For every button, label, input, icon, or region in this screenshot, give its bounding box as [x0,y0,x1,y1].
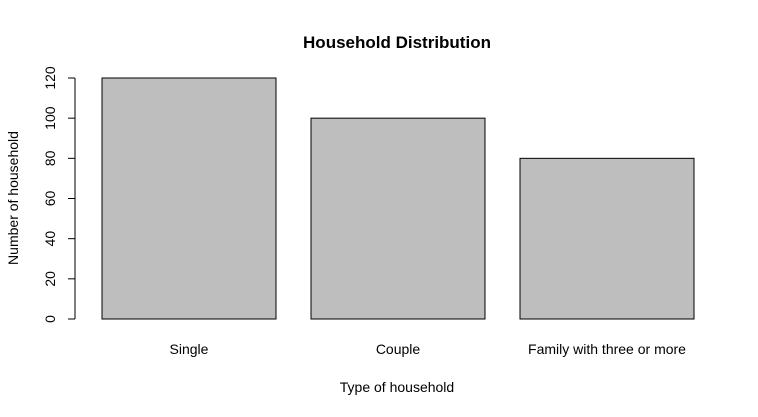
y-tick-label: 100 [42,106,58,130]
bar-couple [310,117,486,320]
y-tick-label: 20 [42,271,58,287]
y-axis-title: Number of household [5,131,21,265]
y-tick-label: 40 [42,231,58,247]
y-tick-label: 60 [42,191,58,207]
x-axis-labels: Single Couple Family with three or more [170,341,687,357]
y-tick-label: 0 [42,315,58,323]
bars-group [101,77,695,320]
bar-single [101,77,277,320]
bar-family-with-three-or-more [519,157,695,320]
y-tick-label: 80 [42,150,58,166]
x-axis-title: Type of household [340,379,454,395]
y-axis: 0 20 40 60 80 100 120 [42,66,76,323]
x-category-label: Single [170,341,209,357]
y-tick-label: 120 [42,66,58,90]
chart-title: Household Distribution [303,33,491,52]
x-category-label: Couple [376,341,421,357]
x-category-label: Family with three or more [528,341,686,357]
